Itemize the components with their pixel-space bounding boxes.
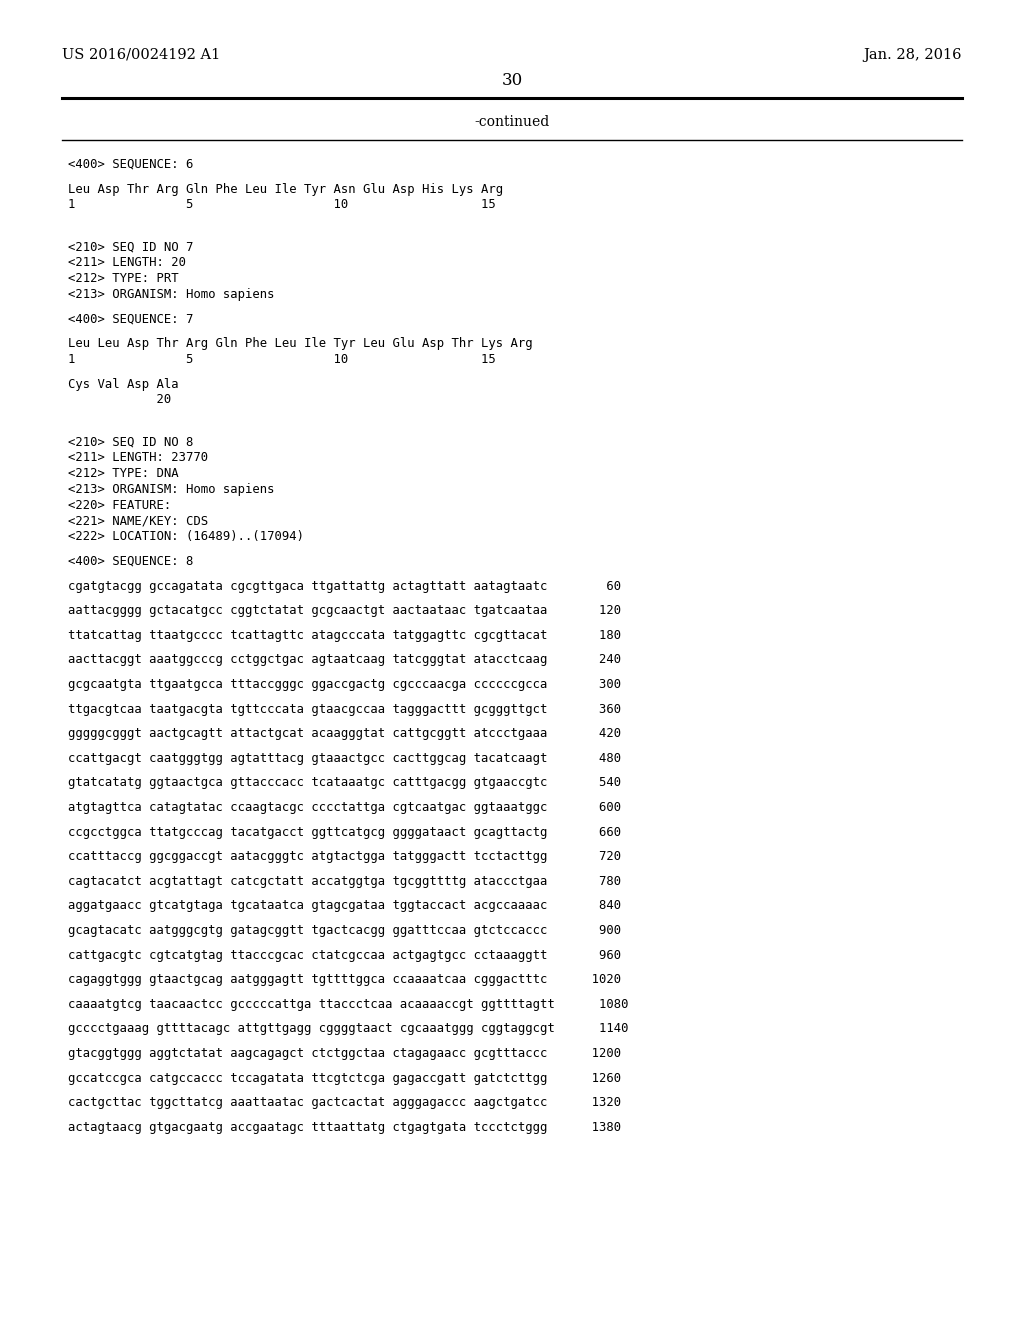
- Text: aacttacggt aaatggcccg cctggctgac agtaatcaag tatcgggtat atacctcaag       240: aacttacggt aaatggcccg cctggctgac agtaatc…: [68, 653, 622, 667]
- Text: <211> LENGTH: 23770: <211> LENGTH: 23770: [68, 451, 208, 465]
- Text: <213> ORGANISM: Homo sapiens: <213> ORGANISM: Homo sapiens: [68, 483, 274, 496]
- Text: Cys Val Asp Ala: Cys Val Asp Ala: [68, 378, 178, 391]
- Text: <400> SEQUENCE: 7: <400> SEQUENCE: 7: [68, 313, 194, 326]
- Text: cagtacatct acgtattagt catcgctatt accatggtga tgcggttttg ataccctgaa       780: cagtacatct acgtattagt catcgctatt accatgg…: [68, 875, 622, 888]
- Text: gcagtacatc aatgggcgtg gatagcggtt tgactcacgg ggatttccaa gtctccaccc       900: gcagtacatc aatgggcgtg gatagcggtt tgactca…: [68, 924, 622, 937]
- Text: <221> NAME/KEY: CDS: <221> NAME/KEY: CDS: [68, 515, 208, 528]
- Text: <212> TYPE: PRT: <212> TYPE: PRT: [68, 272, 178, 285]
- Text: gtacggtggg aggtctatat aagcagagct ctctggctaa ctagagaacc gcgtttaccc      1200: gtacggtggg aggtctatat aagcagagct ctctggc…: [68, 1047, 622, 1060]
- Text: gggggcgggt aactgcagtt attactgcat acaagggtat cattgcggtt atccctgaaa       420: gggggcgggt aactgcagtt attactgcat acaaggg…: [68, 727, 622, 741]
- Text: <210> SEQ ID NO 8: <210> SEQ ID NO 8: [68, 436, 194, 449]
- Text: cattgacgtc cgtcatgtag ttacccgcac ctatcgccaa actgagtgcc cctaaaggtt       960: cattgacgtc cgtcatgtag ttacccgcac ctatcgc…: [68, 949, 622, 961]
- Text: Jan. 28, 2016: Jan. 28, 2016: [863, 48, 962, 62]
- Text: actagtaacg gtgacgaatg accgaatagc tttaattatg ctgagtgata tccctctggg      1380: actagtaacg gtgacgaatg accgaatagc tttaatt…: [68, 1121, 622, 1134]
- Text: caaaatgtcg taacaactcc gcccccattga ttaccctcaa acaaaaccgt ggttttagtt      1080: caaaatgtcg taacaactcc gcccccattga ttaccc…: [68, 998, 629, 1011]
- Text: 30: 30: [502, 73, 522, 88]
- Text: atgtagttca catagtatac ccaagtacgc cccctattga cgtcaatgac ggtaaatggc       600: atgtagttca catagtatac ccaagtacgc cccctat…: [68, 801, 622, 814]
- Text: <211> LENGTH: 20: <211> LENGTH: 20: [68, 256, 186, 269]
- Text: <400> SEQUENCE: 6: <400> SEQUENCE: 6: [68, 158, 194, 172]
- Text: cagaggtggg gtaactgcag aatgggagtt tgttttggca ccaaaatcaa cgggactttc      1020: cagaggtggg gtaactgcag aatgggagtt tgttttg…: [68, 973, 622, 986]
- Text: ttatcattag ttaatgcccc tcattagttc atagcccata tatggagttc cgcgttacat       180: ttatcattag ttaatgcccc tcattagttc atagccc…: [68, 628, 622, 642]
- Text: gtatcatatg ggtaactgca gttacccacc tcataaatgc catttgacgg gtgaaccgtc       540: gtatcatatg ggtaactgca gttacccacc tcataaa…: [68, 776, 622, 789]
- Text: -continued: -continued: [474, 115, 550, 129]
- Text: Leu Asp Thr Arg Gln Phe Leu Ile Tyr Asn Glu Asp His Lys Arg: Leu Asp Thr Arg Gln Phe Leu Ile Tyr Asn …: [68, 182, 503, 195]
- Text: cactgcttac tggcttatcg aaattaatac gactcactat agggagaccc aagctgatcc      1320: cactgcttac tggcttatcg aaattaatac gactcac…: [68, 1096, 622, 1109]
- Text: ccgcctggca ttatgcccag tacatgacct ggttcatgcg ggggataact gcagttactg       660: ccgcctggca ttatgcccag tacatgacct ggttcat…: [68, 825, 622, 838]
- Text: 1               5                   10                  15: 1 5 10 15: [68, 198, 496, 211]
- Text: gcccctgaaag gttttacagc attgttgagg cggggtaact cgcaaatggg cggtaggcgt      1140: gcccctgaaag gttttacagc attgttgagg cggggt…: [68, 1023, 629, 1035]
- Text: ccattgacgt caatgggtgg agtatttacg gtaaactgcc cacttggcag tacatcaagt       480: ccattgacgt caatgggtgg agtatttacg gtaaact…: [68, 752, 622, 764]
- Text: <222> LOCATION: (16489)..(17094): <222> LOCATION: (16489)..(17094): [68, 531, 304, 544]
- Text: <400> SEQUENCE: 8: <400> SEQUENCE: 8: [68, 554, 194, 568]
- Text: gcgcaatgta ttgaatgcca tttaccgggc ggaccgactg cgcccaacga ccccccgcca       300: gcgcaatgta ttgaatgcca tttaccgggc ggaccga…: [68, 678, 622, 690]
- Text: gccatccgca catgccaccc tccagatata ttcgtctcga gagaccgatt gatctcttgg      1260: gccatccgca catgccaccc tccagatata ttcgtct…: [68, 1072, 622, 1085]
- Text: <220> FEATURE:: <220> FEATURE:: [68, 499, 171, 512]
- Text: 20: 20: [68, 393, 171, 407]
- Text: <213> ORGANISM: Homo sapiens: <213> ORGANISM: Homo sapiens: [68, 288, 274, 301]
- Text: aggatgaacc gtcatgtaga tgcataatca gtagcgataa tggtaccact acgccaaaac       840: aggatgaacc gtcatgtaga tgcataatca gtagcga…: [68, 899, 622, 912]
- Text: <212> TYPE: DNA: <212> TYPE: DNA: [68, 467, 178, 480]
- Text: US 2016/0024192 A1: US 2016/0024192 A1: [62, 48, 220, 62]
- Text: 1               5                   10                  15: 1 5 10 15: [68, 352, 496, 366]
- Text: Leu Leu Asp Thr Arg Gln Phe Leu Ile Tyr Leu Glu Asp Thr Lys Arg: Leu Leu Asp Thr Arg Gln Phe Leu Ile Tyr …: [68, 337, 532, 350]
- Text: <210> SEQ ID NO 7: <210> SEQ ID NO 7: [68, 240, 194, 253]
- Text: aattacgggg gctacatgcc cggtctatat gcgcaactgt aactaataac tgatcaataa       120: aattacgggg gctacatgcc cggtctatat gcgcaac…: [68, 605, 622, 618]
- Text: cgatgtacgg gccagatata cgcgttgaca ttgattattg actagttatt aatagtaatc        60: cgatgtacgg gccagatata cgcgttgaca ttgatta…: [68, 579, 622, 593]
- Text: ttgacgtcaa taatgacgta tgttcccata gtaacgccaa tagggacttt gcgggttgct       360: ttgacgtcaa taatgacgta tgttcccata gtaacgc…: [68, 702, 622, 715]
- Text: ccatttaccg ggcggaccgt aatacgggtc atgtactgga tatgggactt tcctacttgg       720: ccatttaccg ggcggaccgt aatacgggtc atgtact…: [68, 850, 622, 863]
